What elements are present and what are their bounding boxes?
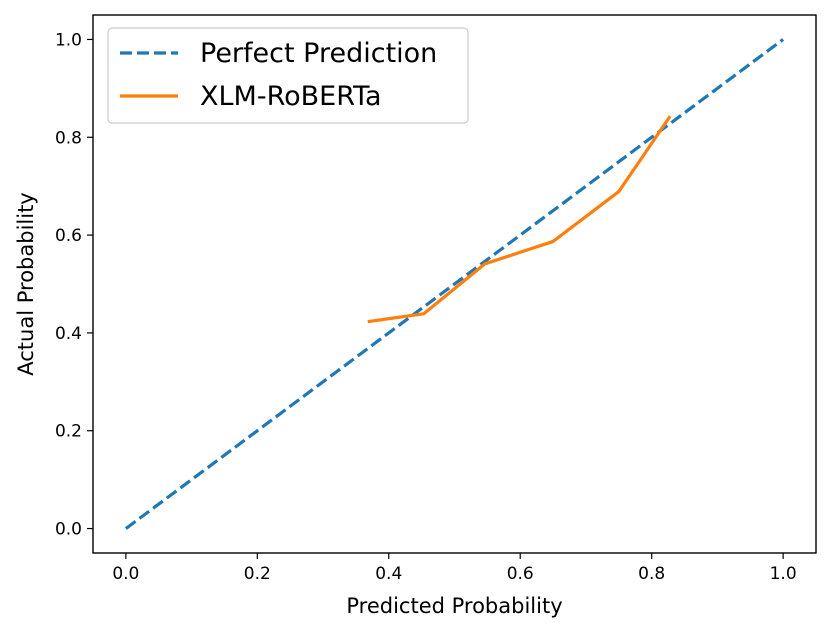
series-line-xlm-roberta (367, 115, 672, 324)
x-axis-title: Predicted Probability (346, 594, 562, 618)
y-tick-label: 0.0 (55, 520, 82, 540)
y-tick-label: 0.6 (55, 226, 82, 246)
legend-label-perfect-prediction: Perfect Prediction (200, 38, 437, 69)
legend-label-xlm-roberta: XLM-RoBERTa (200, 81, 382, 112)
series-layer (124, 38, 785, 530)
y-axis-title: Actual Probability (14, 192, 38, 375)
x-tick-label: 0.2 (244, 564, 271, 584)
x-tick-label: 1.0 (770, 564, 797, 584)
x-tick-label: 0.6 (507, 564, 534, 584)
x-tick-label: 0.0 (112, 564, 139, 584)
legend: Perfect Prediction XLM-RoBERTa (107, 27, 469, 124)
axes-layer: 0.0 0.2 0.4 0.6 0.8 1.0 0.0 0.2 0.4 0.6 0.8 1.0 (55, 30, 797, 584)
legend-box (107, 27, 469, 124)
y-tick-label: 0.2 (55, 422, 82, 442)
y-tick-label: 1.0 (55, 30, 82, 50)
y-tick-label: 0.4 (55, 324, 82, 344)
series-line-perfect-prediction (124, 38, 785, 530)
y-tick-label: 0.8 (55, 128, 82, 148)
x-tick-label: 0.4 (375, 564, 402, 584)
plot-frame (92, 14, 817, 554)
x-tick-label: 0.8 (638, 564, 665, 584)
